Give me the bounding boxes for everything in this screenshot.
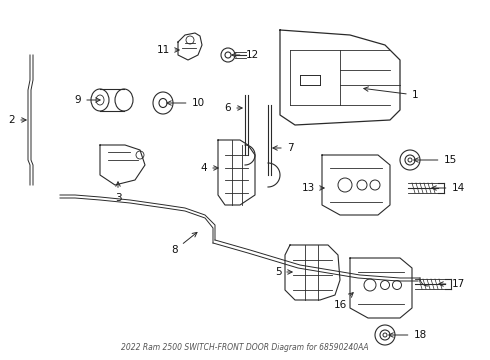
Text: 4: 4 xyxy=(201,163,218,173)
Text: 9: 9 xyxy=(74,95,100,105)
Text: 7: 7 xyxy=(273,143,294,153)
Text: 6: 6 xyxy=(225,103,242,113)
Text: 13: 13 xyxy=(301,183,324,193)
Text: 11: 11 xyxy=(156,45,179,55)
Text: 8: 8 xyxy=(172,233,197,255)
Text: 3: 3 xyxy=(115,182,122,203)
Text: 5: 5 xyxy=(275,267,292,277)
Text: 12: 12 xyxy=(232,50,259,60)
Text: 14: 14 xyxy=(432,183,465,193)
Text: 15: 15 xyxy=(414,155,457,165)
Text: 18: 18 xyxy=(389,330,427,340)
Text: 16: 16 xyxy=(333,293,353,310)
Text: 2022 Ram 2500 SWITCH-FRONT DOOR Diagram for 68590240AA: 2022 Ram 2500 SWITCH-FRONT DOOR Diagram … xyxy=(121,343,369,352)
Text: 1: 1 xyxy=(364,87,418,100)
Text: 17: 17 xyxy=(439,279,465,289)
Text: 10: 10 xyxy=(167,98,204,108)
Text: 2: 2 xyxy=(9,115,26,125)
